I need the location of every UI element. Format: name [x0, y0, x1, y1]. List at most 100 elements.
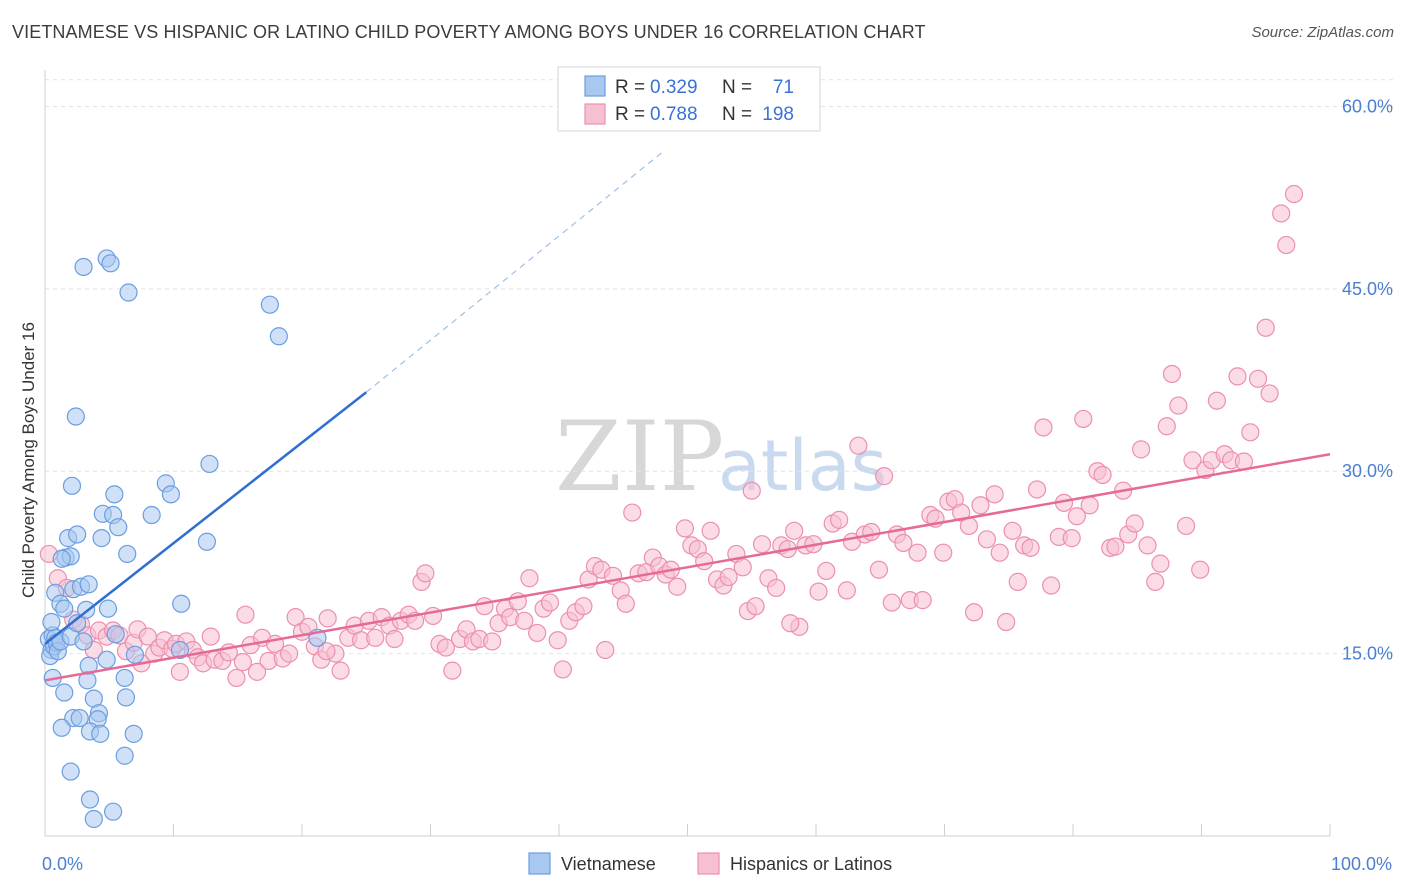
- point-vietnamese: [42, 612, 61, 632]
- trend-line-vietnamese: [44, 391, 368, 645]
- point-hispanic: [675, 519, 695, 538]
- point-hispanic: [515, 611, 534, 630]
- point-vietnamese: [106, 625, 125, 644]
- point-hispanic: [742, 481, 761, 500]
- point-hispanic: [1093, 465, 1112, 484]
- point-hispanic: [952, 503, 971, 522]
- point-hispanic: [1034, 418, 1053, 437]
- point-hispanic: [1138, 536, 1157, 555]
- point-hispanic: [318, 609, 337, 628]
- x-tick-label: 100.0%: [1331, 854, 1392, 874]
- point-vietnamese: [80, 790, 100, 809]
- point-hispanic: [1176, 516, 1196, 536]
- point-hispanic: [934, 543, 953, 562]
- point-hispanic: [781, 614, 800, 633]
- y-tick-label: 30.0%: [1342, 461, 1393, 481]
- point-hispanic: [1272, 204, 1291, 223]
- point-hispanic: [733, 558, 752, 577]
- point-vietnamese: [115, 746, 134, 765]
- y-tick-label: 45.0%: [1342, 279, 1393, 299]
- point-hispanic: [875, 467, 894, 486]
- point-hispanic: [701, 521, 720, 540]
- point-vietnamese: [66, 407, 85, 426]
- point-hispanic: [280, 644, 299, 663]
- point-hispanic: [977, 530, 997, 549]
- point-hispanic: [869, 560, 889, 579]
- point-hispanic: [1228, 367, 1247, 386]
- point-vietnamese: [116, 688, 136, 707]
- point-hispanic: [540, 593, 560, 612]
- point-hispanic: [809, 582, 828, 601]
- point-hispanic: [1260, 384, 1279, 403]
- point-hispanic: [236, 605, 255, 624]
- point-vietnamese: [142, 505, 161, 525]
- point-hispanic: [574, 597, 593, 616]
- data-points: [39, 184, 1331, 829]
- point-vietnamese: [91, 724, 110, 743]
- trend-lines: [365, 152, 663, 393]
- point-hispanic: [233, 653, 252, 672]
- point-vietnamese: [55, 683, 74, 702]
- point-vietnamese: [170, 640, 190, 660]
- point-vietnamese: [62, 476, 82, 495]
- point-vietnamese: [101, 254, 120, 273]
- point-hispanic: [1074, 409, 1093, 429]
- point-hispanic: [837, 581, 856, 600]
- point-hispanic: [1191, 560, 1210, 579]
- point-hispanic: [1284, 184, 1304, 204]
- point-hispanic: [849, 436, 868, 455]
- point-vietnamese: [115, 668, 134, 688]
- x-tick-label: 0.0%: [42, 854, 83, 874]
- point-vietnamese: [98, 599, 118, 618]
- chart-source: Source: ZipAtlas.com: [1251, 24, 1394, 41]
- trend-line-vietnamese-extension: [365, 152, 663, 393]
- watermark: ZIP atlas: [555, 401, 887, 513]
- point-hispanic: [1042, 576, 1061, 595]
- point-vietnamese: [84, 809, 103, 829]
- point-vietnamese: [105, 485, 124, 504]
- point-hispanic: [1132, 440, 1151, 459]
- point-vietnamese: [92, 529, 111, 548]
- point-hispanic: [1207, 391, 1227, 410]
- point-hispanic: [548, 631, 567, 650]
- legend-n-label: N =: [722, 104, 752, 125]
- point-hispanic: [1062, 529, 1081, 548]
- point-vietnamese: [61, 762, 80, 781]
- bottom-legend-swatch-hispanic: [697, 852, 720, 875]
- point-hispanic: [1021, 538, 1040, 557]
- point-vietnamese: [97, 650, 116, 669]
- point-hispanic: [1169, 396, 1188, 415]
- point-hispanic: [201, 627, 220, 646]
- point-hispanic: [1162, 364, 1182, 384]
- point-vietnamese: [74, 632, 93, 651]
- point-hispanic: [385, 629, 404, 649]
- point-hispanic: [1003, 521, 1022, 540]
- legend-swatch-hispanic: [584, 103, 606, 125]
- point-hispanic: [436, 638, 456, 657]
- top-legend: R = 0.329 N = 71 R = 0.788 N = 198: [557, 66, 821, 132]
- point-hispanic: [1106, 537, 1125, 556]
- point-hispanic: [616, 594, 635, 613]
- trend-line-hispanic: [44, 452, 1331, 682]
- point-hispanic: [1027, 480, 1047, 499]
- tick-labels: 15.0% 30.0% 45.0% 60.0% 0.0% 100.0%: [42, 96, 1393, 874]
- point-hispanic: [913, 591, 932, 610]
- point-hispanic: [475, 597, 494, 616]
- point-hispanic: [331, 661, 350, 680]
- point-hispanic: [596, 640, 615, 660]
- point-vietnamese: [124, 724, 143, 743]
- point-hispanic: [520, 569, 539, 588]
- point-hispanic: [623, 503, 642, 522]
- point-hispanic: [227, 668, 246, 688]
- point-vietnamese: [269, 327, 288, 346]
- point-vietnamese: [161, 485, 181, 504]
- point-vietnamese: [52, 718, 71, 737]
- point-hispanic: [170, 662, 190, 681]
- point-vietnamese: [70, 708, 89, 728]
- point-hispanic: [908, 543, 927, 562]
- point-hispanic: [1241, 423, 1260, 442]
- legend-r-label: R =: [615, 77, 645, 98]
- bottom-legend-label-hispanic: Hispanics or Latinos: [730, 854, 892, 874]
- point-hispanic: [416, 564, 435, 583]
